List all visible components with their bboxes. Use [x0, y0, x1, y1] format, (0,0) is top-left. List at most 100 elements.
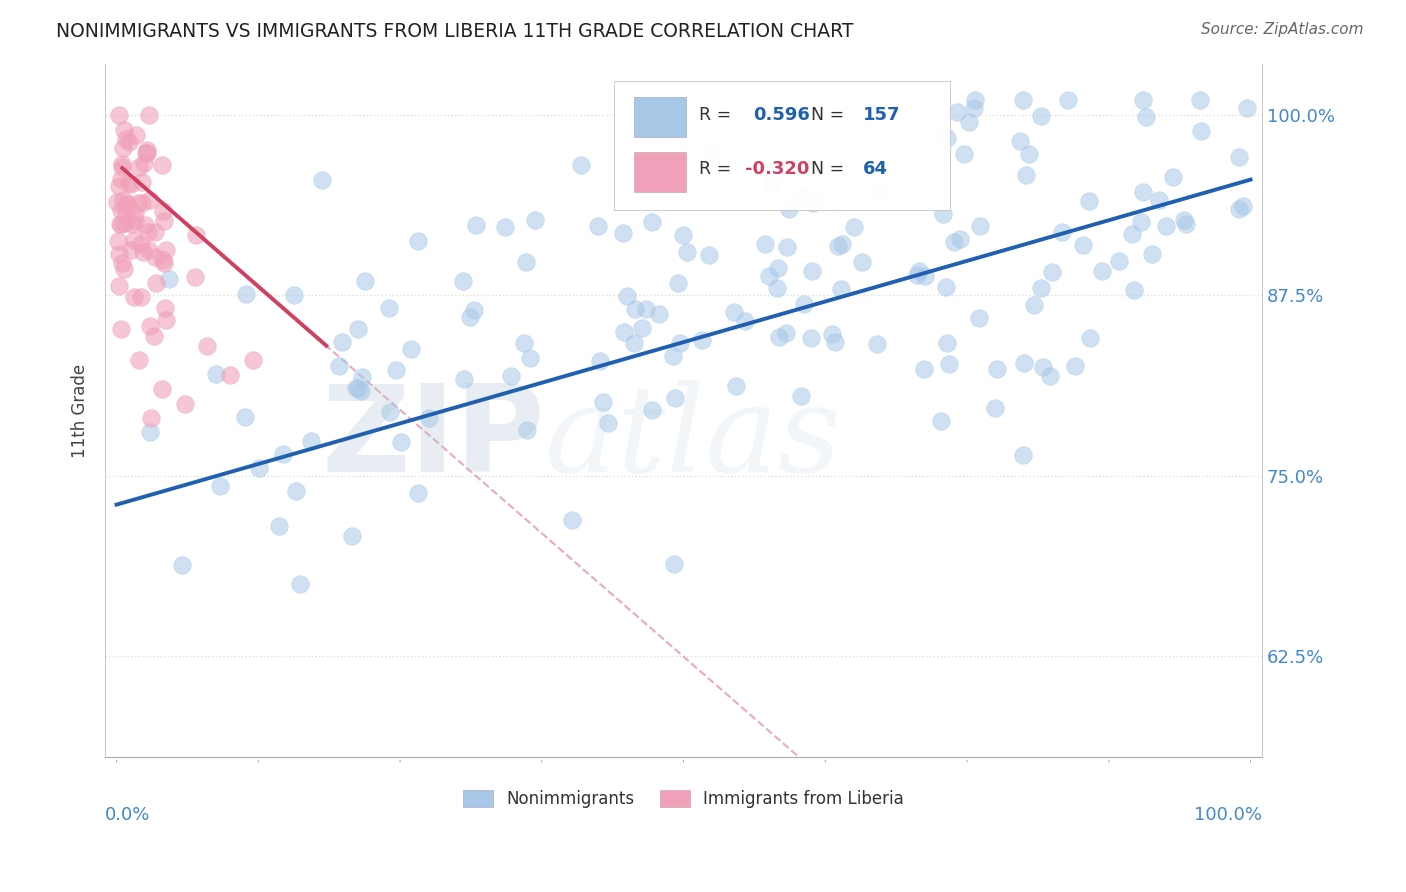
Point: [946, 105, 969, 120]
Point: [758, 268, 780, 283]
Point: [150, 158, 173, 172]
Point: [792, 189, 814, 203]
Point: [827, 239, 849, 253]
Point: [929, 414, 952, 428]
Point: [128, 160, 150, 174]
Point: [121, 217, 143, 231]
Point: [793, 297, 815, 311]
Point: [288, 576, 311, 591]
Point: [110, 217, 132, 231]
FancyBboxPatch shape: [614, 81, 949, 210]
Point: [949, 232, 972, 246]
Point: [111, 156, 134, 170]
Point: [184, 227, 207, 242]
Point: [1130, 215, 1153, 229]
Point: [115, 198, 138, 212]
Point: [143, 250, 166, 264]
Point: [723, 304, 745, 318]
Text: N =: N =: [811, 161, 844, 178]
Point: [127, 196, 149, 211]
Point: [1123, 283, 1146, 297]
Point: [118, 176, 141, 190]
Point: [152, 204, 174, 219]
Point: [463, 303, 485, 318]
Point: [501, 369, 523, 384]
Point: [132, 244, 155, 259]
Point: [346, 380, 368, 394]
Point: [1149, 193, 1171, 207]
Point: [299, 434, 322, 448]
Point: [114, 216, 136, 230]
Point: [460, 310, 482, 325]
Point: [124, 128, 146, 143]
Point: [115, 132, 138, 146]
Point: [1132, 185, 1154, 199]
Point: [1161, 169, 1184, 184]
Point: [831, 236, 853, 251]
Point: [347, 381, 370, 395]
Point: [150, 382, 173, 396]
Point: [851, 254, 873, 268]
Point: [1188, 93, 1211, 107]
Point: [465, 218, 488, 232]
Point: [623, 336, 645, 351]
Point: [789, 389, 811, 403]
Point: [135, 146, 157, 161]
Point: [451, 274, 474, 288]
Point: [131, 175, 153, 189]
Text: R =: R =: [699, 106, 731, 124]
Point: [596, 416, 619, 430]
Point: [1132, 93, 1154, 107]
Point: [634, 301, 657, 316]
Point: [776, 240, 799, 254]
Point: [124, 214, 146, 228]
Text: atlas: atlas: [544, 380, 842, 497]
Point: [943, 235, 966, 250]
Point: [128, 353, 150, 368]
Point: [801, 196, 824, 211]
Point: [108, 107, 131, 121]
Point: [1175, 218, 1198, 232]
Point: [692, 334, 714, 348]
Point: [661, 349, 683, 363]
Point: [1039, 368, 1062, 383]
Point: [641, 215, 664, 229]
Text: -0.320: -0.320: [745, 161, 810, 178]
Point: [569, 158, 592, 172]
Point: [1173, 213, 1195, 227]
Text: ZIP: ZIP: [321, 380, 544, 497]
Point: [219, 368, 242, 382]
Point: [616, 289, 638, 303]
Point: [145, 277, 167, 291]
Point: [108, 279, 131, 293]
Point: [157, 272, 180, 286]
Point: [285, 483, 308, 498]
Point: [613, 325, 636, 339]
Point: [1078, 331, 1101, 345]
Point: [516, 423, 538, 437]
Point: [734, 314, 756, 328]
Point: [494, 219, 516, 234]
Point: [1029, 281, 1052, 295]
Point: [139, 411, 162, 425]
Point: [385, 363, 408, 377]
Point: [112, 261, 135, 276]
Point: [129, 290, 152, 304]
Point: [330, 335, 353, 350]
Point: [866, 337, 889, 351]
Point: [561, 513, 583, 527]
Point: [675, 244, 697, 259]
FancyBboxPatch shape: [634, 153, 686, 193]
Point: [406, 234, 429, 248]
Point: [155, 312, 177, 326]
Point: [1012, 356, 1035, 370]
Point: [935, 131, 957, 145]
Point: [122, 234, 145, 248]
Point: [352, 369, 374, 384]
Point: [112, 123, 135, 137]
Point: [1029, 109, 1052, 123]
Point: [107, 234, 129, 248]
Point: [821, 326, 844, 341]
Point: [801, 264, 824, 278]
Point: [110, 171, 132, 186]
